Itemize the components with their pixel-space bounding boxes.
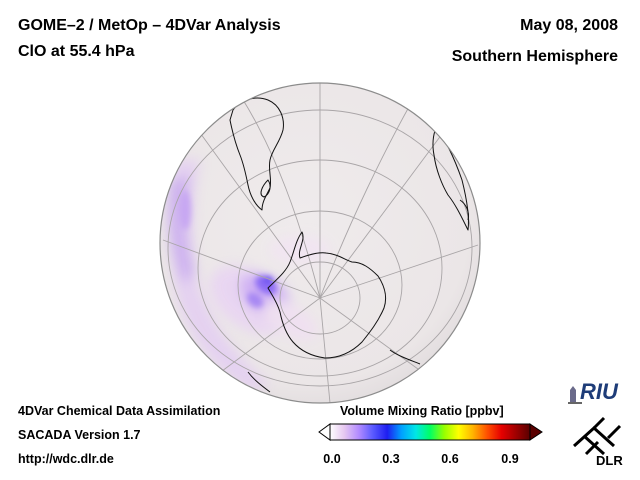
graticule bbox=[162, 83, 479, 403]
footer-assimilation: 4DVar Chemical Data Assimilation bbox=[18, 404, 221, 418]
dlr-logo: DLR bbox=[572, 416, 623, 468]
colorbar-title: Volume Mixing Ratio [ppbv] bbox=[340, 404, 504, 418]
colorbar-low-arrow bbox=[318, 423, 331, 441]
colorbar-tick-1: 0.3 bbox=[382, 452, 400, 466]
colorbar-high-arrow bbox=[529, 423, 543, 441]
coastlines bbox=[229, 97, 469, 393]
colorbar-tick-3: 0.9 bbox=[501, 452, 519, 466]
hemisphere-label: Southern Hemisphere bbox=[451, 48, 618, 65]
colorbar-gradient bbox=[329, 423, 531, 441]
analysis-date: May 08, 2008 bbox=[520, 17, 618, 34]
colorbar-tick-2: 0.6 bbox=[441, 452, 459, 466]
footer-version: SACADA Version 1.7 bbox=[18, 428, 141, 442]
map-title: GOME–2 / MetOp – 4DVar Analysis bbox=[18, 17, 281, 34]
map-subtitle: ClO at 55.4 hPa bbox=[18, 43, 135, 60]
colorbar bbox=[318, 423, 543, 441]
footer-url[interactable]: http://wdc.dlr.de bbox=[18, 452, 114, 466]
globe-outline bbox=[159, 82, 481, 404]
riu-logo-text: RIU bbox=[580, 379, 619, 404]
colorbar-tick-0: 0.0 bbox=[323, 452, 341, 466]
riu-logo: RIU bbox=[568, 379, 619, 404]
dlr-logo-text: DLR bbox=[596, 453, 623, 468]
